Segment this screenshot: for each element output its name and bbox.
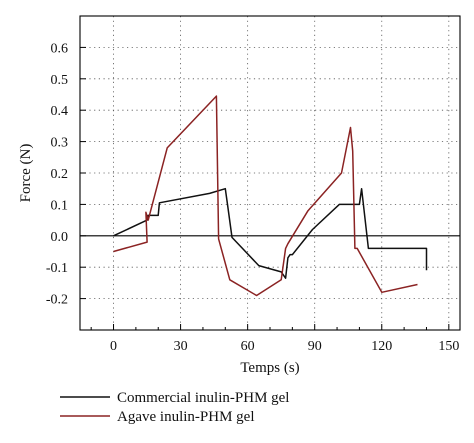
legend-label-agave: Agave inulin-PHM gel: [117, 409, 254, 425]
grid: [80, 16, 460, 330]
legend-label-commercial: Commercial inulin-PHM gel: [117, 390, 289, 406]
series-line-0: [113, 187, 428, 279]
x-axis-ticks: 0 30 60 90 120 150: [90, 324, 459, 354]
y-tick-label: 0.1: [51, 198, 69, 213]
x-tick-label: 60: [241, 339, 255, 354]
x-tick-label: 150: [438, 339, 459, 354]
x-tick-label: 90: [308, 339, 322, 354]
x-axis-label: Temps (s): [240, 360, 299, 376]
y-tick-label: 0.5: [51, 73, 69, 88]
y-tick-label: 0.4: [51, 104, 69, 119]
y-tick-label: 0.3: [51, 136, 69, 151]
x-tick-label: 120: [371, 339, 392, 354]
x-tick-label: 0: [110, 339, 117, 354]
y-tick-label: 0.2: [51, 167, 69, 182]
y-axis-label: Force (N): [18, 144, 34, 203]
y-axis-ticks: 0.6 0.5 0.4 0.3 0.2 0.1 0.0 -0.1 -0.2: [46, 41, 86, 308]
y-tick-label: 0.0: [51, 230, 69, 245]
legend: Commercial inulin-PHM gel Agave inulin-P…: [60, 390, 289, 425]
x-tick-label: 30: [174, 339, 188, 354]
series-line-1: [113, 95, 418, 297]
y-tick-label: -0.1: [46, 261, 68, 276]
y-tick-label: 0.6: [51, 41, 69, 56]
y-tick-label: -0.2: [46, 293, 68, 308]
series-lines: [113, 95, 428, 297]
